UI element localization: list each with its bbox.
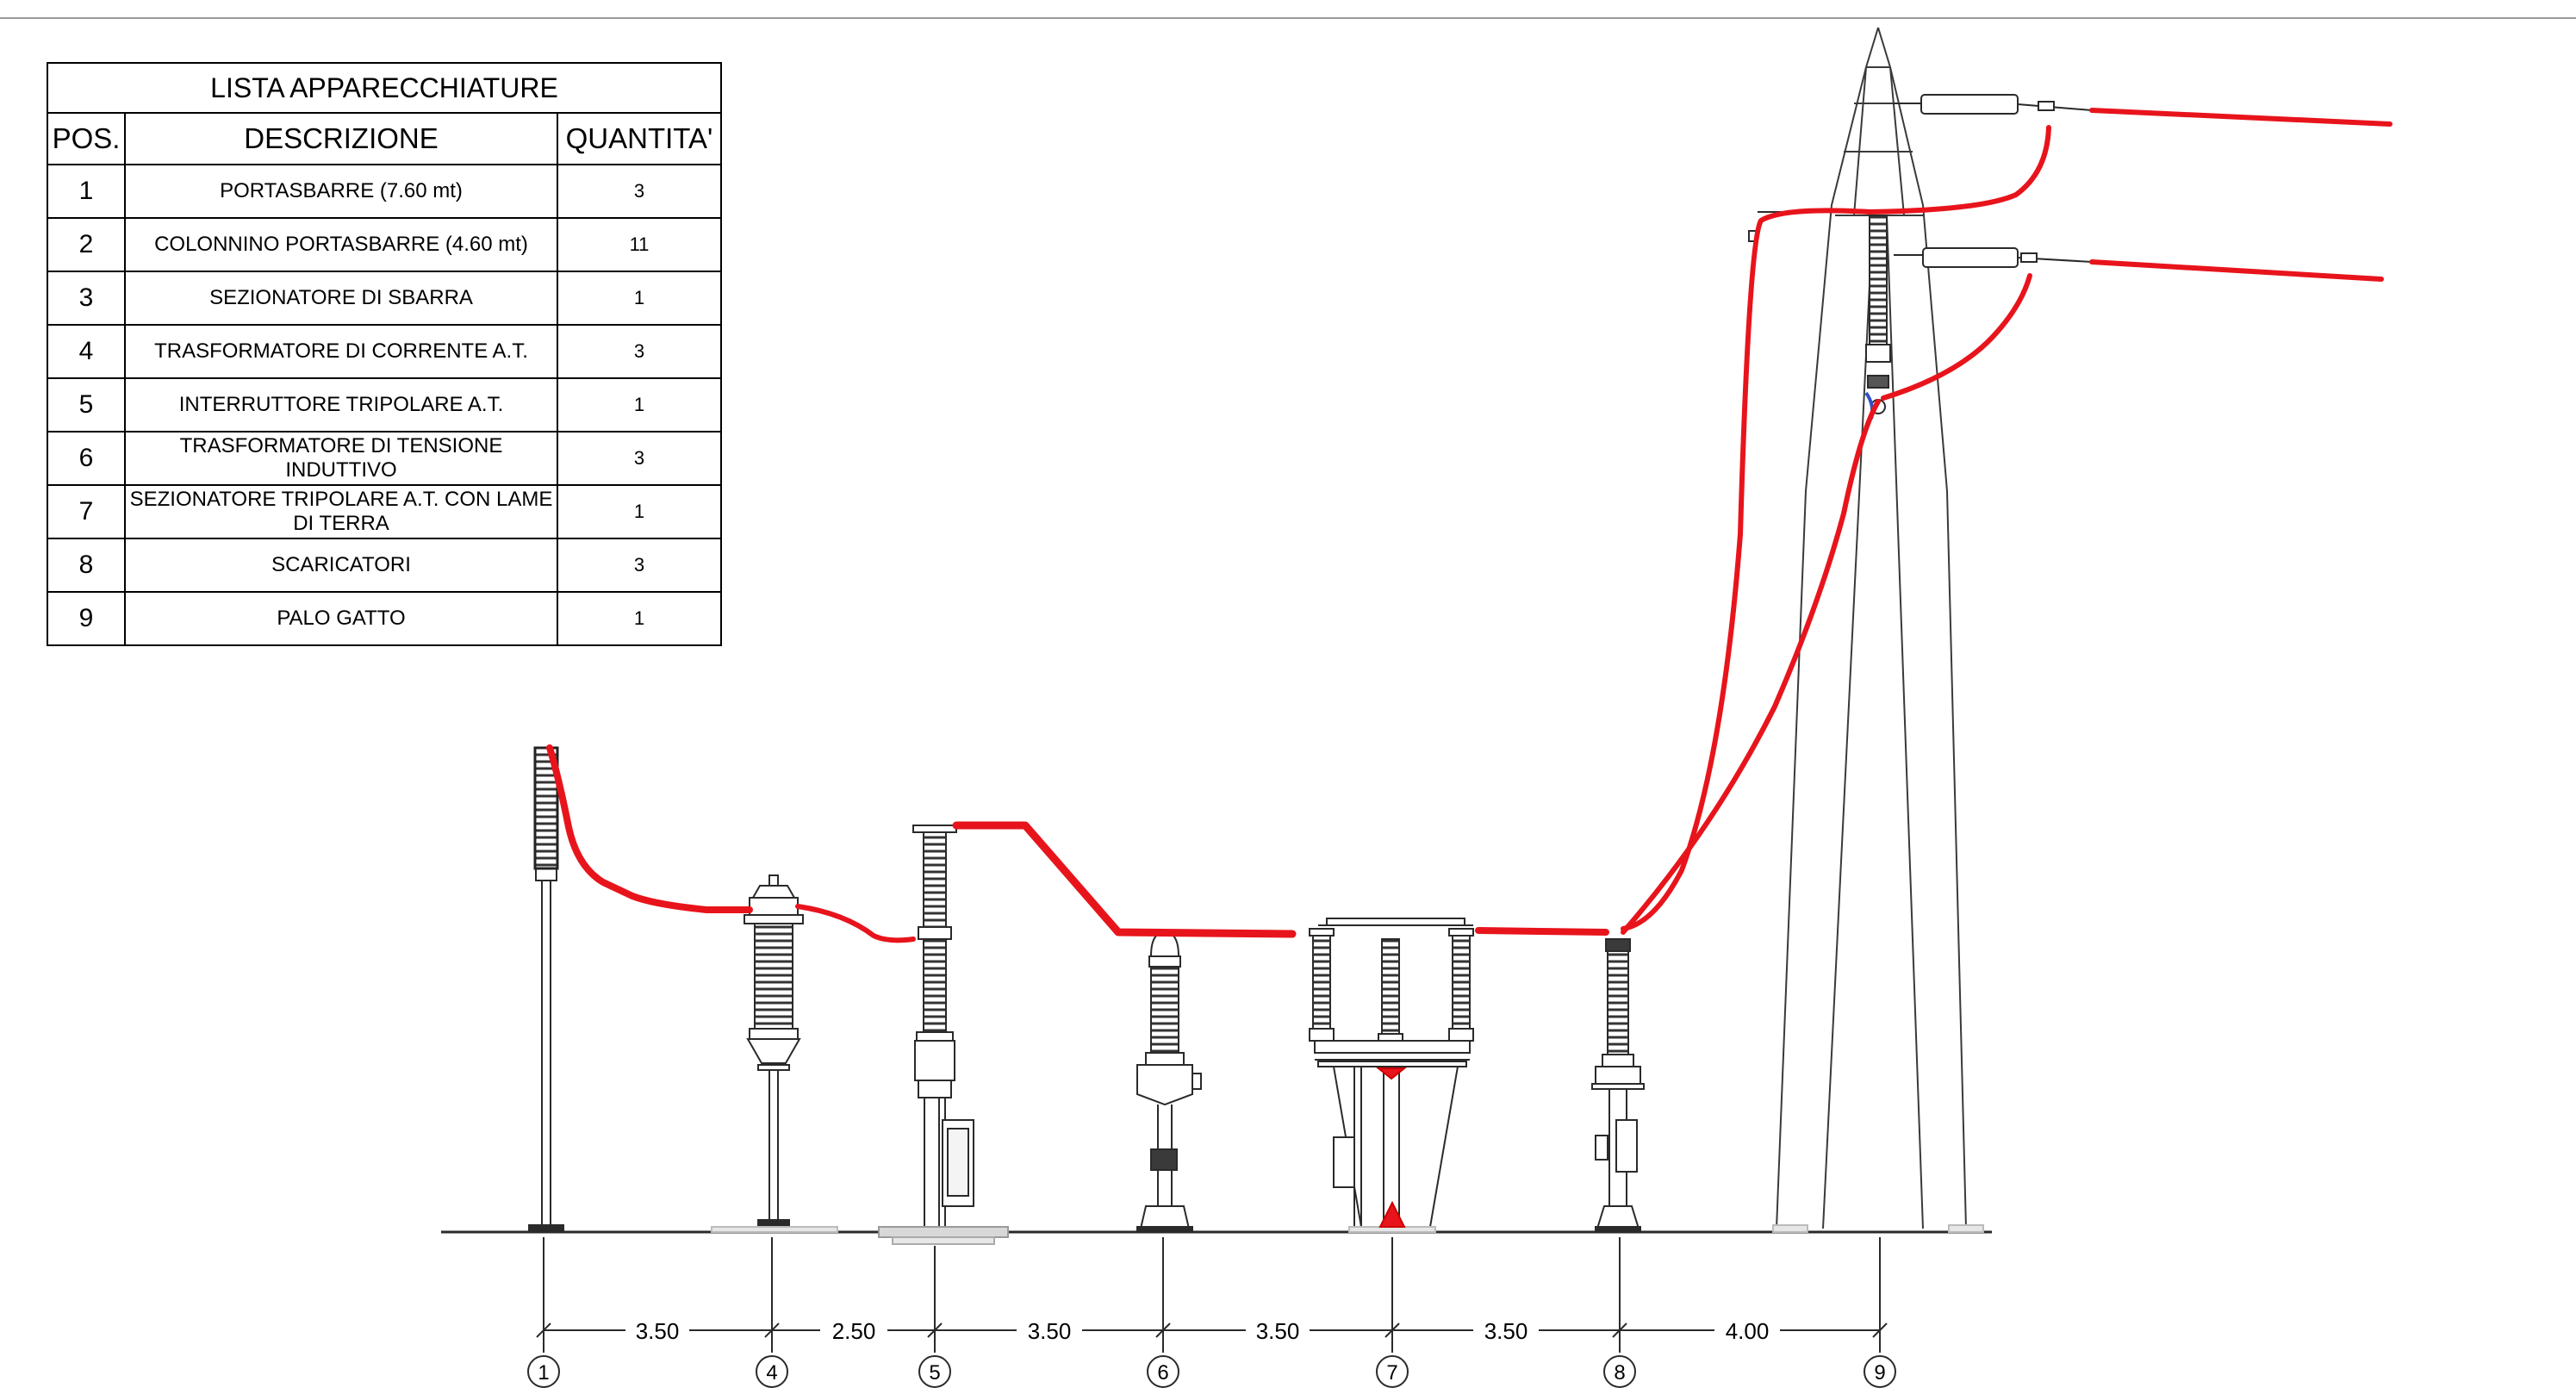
position-marker-label: 5 <box>929 1361 940 1385</box>
tower-insulator-string-lower <box>1894 247 2093 268</box>
surge-arrester <box>1591 938 1645 1233</box>
table-row: 6 TRASFORMATORE DI TENSIONE INDUTTIVO 3 <box>47 431 722 486</box>
row-quantity: 1 <box>557 484 722 539</box>
dimension-chain <box>536 1322 1888 1338</box>
row-pos: 5 <box>47 377 126 433</box>
disconnector-ground-marker <box>1376 1067 1407 1228</box>
dimension-label: 2.50 <box>832 1318 876 1344</box>
table-row: 3 SEZIONATORE DI SBARRA 1 <box>47 271 722 326</box>
row-quantity: 3 <box>557 164 722 219</box>
portasbarre-post <box>528 868 564 1233</box>
row-description: COLONNINO PORTASBARRE (4.60 mt) <box>124 217 558 272</box>
header-pos: POS. <box>47 112 126 165</box>
table-row: 5 INTERRUTTORE TRIPOLARE A.T. 1 <box>47 377 722 433</box>
dimension-label: 3.50 <box>1484 1318 1528 1344</box>
sheet-border <box>0 17 2576 19</box>
row-description: TRASFORMATORE DI CORRENTE A.T. <box>124 324 558 379</box>
row-quantity: 3 <box>557 324 722 379</box>
row-description: INTERRUTTORE TRIPOLARE A.T. <box>124 377 558 433</box>
row-pos: 6 <box>47 431 126 486</box>
equipment-list-table: LISTA APPARECCHIATURE POS. DESCRIZIONE Q… <box>47 62 722 646</box>
circuit-breaker <box>878 825 1009 1245</box>
current-transformer <box>711 874 838 1233</box>
voltage-transformer <box>1136 930 1202 1233</box>
position-marker-label: 4 <box>766 1361 777 1385</box>
row-quantity: 1 <box>557 591 722 646</box>
row-description: PORTASBARRE (7.60 mt) <box>124 164 558 219</box>
table-row: 4 TRASFORMATORE DI CORRENTE A.T. 3 <box>47 324 722 379</box>
tripolar-disconnector <box>1309 918 1474 1233</box>
row-quantity: 1 <box>557 271 722 326</box>
row-pos: 8 <box>47 538 126 593</box>
row-description: SEZIONATORE DI SBARRA <box>124 271 558 326</box>
table-row: 2 COLONNINO PORTASBARRE (4.60 mt) 11 <box>47 217 722 272</box>
dimension-extension-lines <box>543 1237 1881 1353</box>
row-pos: 1 <box>47 164 126 219</box>
tower-insulator-string-upper <box>1894 94 2093 115</box>
row-description: PALO GATTO <box>124 591 558 646</box>
row-pos: 4 <box>47 324 126 379</box>
table-row: 9 PALO GATTO 1 <box>47 591 722 646</box>
table-row: 8 SCARICATORI 3 <box>47 538 722 593</box>
row-pos: 3 <box>47 271 126 326</box>
table-row: 7 SEZIONATORE TRIPOLARE A.T. CON LAME DI… <box>47 484 722 539</box>
position-marker-label: 8 <box>1614 1361 1625 1385</box>
dimension-label: 3.50 <box>636 1318 680 1344</box>
table-row: 1 PORTASBARRE (7.60 mt) 3 <box>47 164 722 219</box>
busbar-conductor-red <box>546 108 2392 943</box>
position-marker-circles <box>527 1355 1896 1388</box>
table-title: LISTA APPARECCHIATURE <box>47 62 722 114</box>
dimension-label: 3.50 <box>1028 1318 1072 1344</box>
header-quantity: QUANTITA' <box>557 112 722 165</box>
position-marker-label: 7 <box>1386 1361 1397 1385</box>
position-marker-label: 9 <box>1874 1361 1885 1385</box>
row-pos: 7 <box>47 484 126 539</box>
row-quantity: 1 <box>557 377 722 433</box>
row-description: SCARICATORI <box>124 538 558 593</box>
row-pos: 9 <box>47 591 126 646</box>
row-description: SEZIONATORE TRIPOLARE A.T. CON LAME DI T… <box>124 484 558 539</box>
row-quantity: 3 <box>557 431 722 486</box>
dimension-label: 4.00 <box>1726 1318 1770 1344</box>
palo-gatto-tower <box>1772 27 1984 1233</box>
position-marker-label: 6 <box>1157 1361 1168 1385</box>
row-quantity: 3 <box>557 538 722 593</box>
position-marker-label: 1 <box>538 1361 549 1385</box>
header-description: DESCRIZIONE <box>124 112 558 165</box>
tower-suspension-insulator <box>1865 215 1891 414</box>
row-description: TRASFORMATORE DI TENSIONE INDUTTIVO <box>124 431 558 486</box>
row-pos: 2 <box>47 217 126 272</box>
row-quantity: 11 <box>557 217 722 272</box>
dimension-label: 3.50 <box>1256 1318 1300 1344</box>
